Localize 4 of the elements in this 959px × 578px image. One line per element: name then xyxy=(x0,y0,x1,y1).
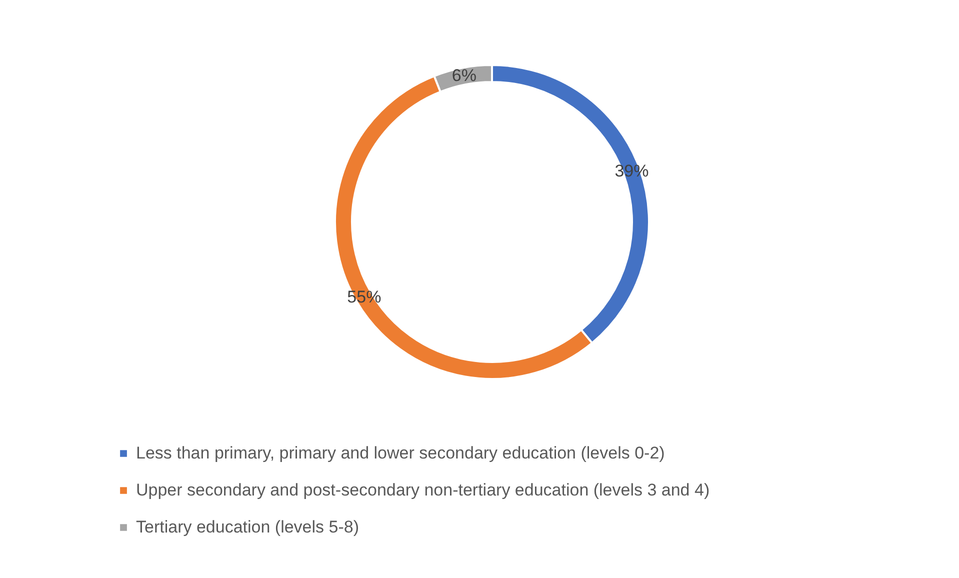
legend-label: Less than primary, primary and lower secondary education (levels 0-2) xyxy=(136,444,665,462)
data-label: 6% xyxy=(452,66,476,86)
legend-label: Tertiary education (levels 5-8) xyxy=(136,518,359,536)
legend-label: Upper secondary and post-secondary non-tertiary education (levels 3 and 4) xyxy=(136,480,710,500)
